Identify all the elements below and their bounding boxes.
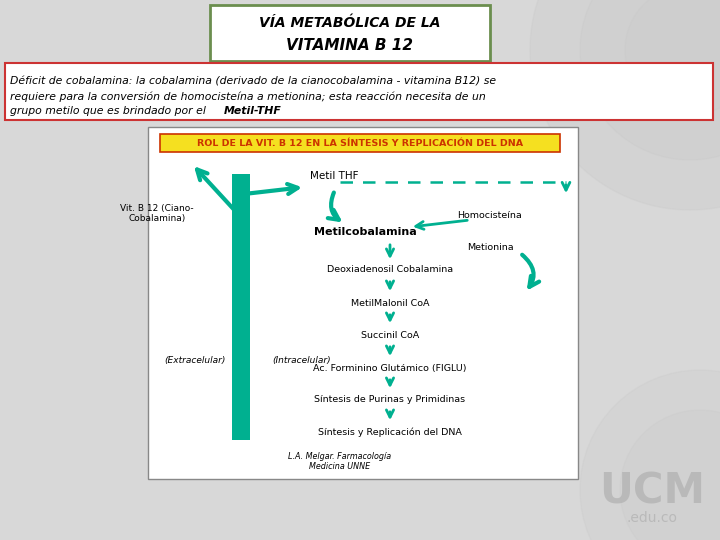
Text: Déficit de cobalamina: la cobalamina (derivado de la cianocobalamina - vitamina : Déficit de cobalamina: la cobalamina (de… bbox=[10, 76, 496, 86]
Circle shape bbox=[625, 0, 720, 115]
Bar bbox=[232, 174, 250, 440]
Text: VITAMINA B 12: VITAMINA B 12 bbox=[287, 37, 413, 52]
Text: (Extracelular): (Extracelular) bbox=[164, 355, 225, 364]
Text: Metil-THF: Metil-THF bbox=[224, 106, 282, 116]
Text: Deoxiadenosil Cobalamina: Deoxiadenosil Cobalamina bbox=[327, 266, 453, 274]
FancyBboxPatch shape bbox=[210, 5, 490, 61]
Text: MetilMalonil CoA: MetilMalonil CoA bbox=[351, 299, 429, 307]
Text: VÍA METABÓLICA DE LA: VÍA METABÓLICA DE LA bbox=[259, 16, 441, 30]
Text: .edu.co: .edu.co bbox=[626, 511, 678, 525]
Text: Síntesis y Replicación del DNA: Síntesis y Replicación del DNA bbox=[318, 427, 462, 437]
FancyArrowPatch shape bbox=[247, 184, 297, 194]
Text: Metil THF: Metil THF bbox=[310, 171, 359, 181]
Text: UCM: UCM bbox=[599, 471, 705, 513]
Circle shape bbox=[530, 0, 720, 210]
Text: (Intracelular): (Intracelular) bbox=[273, 355, 331, 364]
Text: requiere para la conversión de homocisteína a metionina; esta reacción necesita : requiere para la conversión de homociste… bbox=[10, 91, 486, 102]
Text: Homocisteína: Homocisteína bbox=[458, 211, 523, 219]
Text: Metilcobalamina: Metilcobalamina bbox=[314, 227, 416, 237]
Circle shape bbox=[580, 0, 720, 160]
Text: Metionina: Metionina bbox=[467, 244, 513, 253]
Text: grupo metilo que es brindado por el: grupo metilo que es brindado por el bbox=[10, 106, 210, 116]
Circle shape bbox=[580, 370, 720, 540]
FancyArrowPatch shape bbox=[522, 255, 539, 287]
Text: Síntesis de Purinas y Primidinas: Síntesis de Purinas y Primidinas bbox=[315, 395, 466, 404]
Text: ROL DE LA VIT. B 12 EN LA SÍNTESIS Y REPLICACIÓN DEL DNA: ROL DE LA VIT. B 12 EN LA SÍNTESIS Y REP… bbox=[197, 139, 523, 148]
Circle shape bbox=[620, 410, 720, 540]
Text: Ac. Forminino Glutámico (FIGLU): Ac. Forminino Glutámico (FIGLU) bbox=[313, 363, 467, 373]
Text: Vit. B 12 (Ciano-
Cobalamina): Vit. B 12 (Ciano- Cobalamina) bbox=[120, 204, 194, 224]
FancyBboxPatch shape bbox=[160, 134, 560, 152]
Text: L.A. Melgar. Farmacología
Medicina UNNE: L.A. Melgar. Farmacología Medicina UNNE bbox=[289, 452, 392, 471]
Text: Succinil CoA: Succinil CoA bbox=[361, 330, 419, 340]
FancyBboxPatch shape bbox=[148, 127, 578, 479]
FancyArrowPatch shape bbox=[197, 170, 236, 212]
FancyBboxPatch shape bbox=[5, 63, 713, 120]
FancyArrowPatch shape bbox=[328, 193, 339, 220]
FancyArrowPatch shape bbox=[416, 220, 467, 230]
